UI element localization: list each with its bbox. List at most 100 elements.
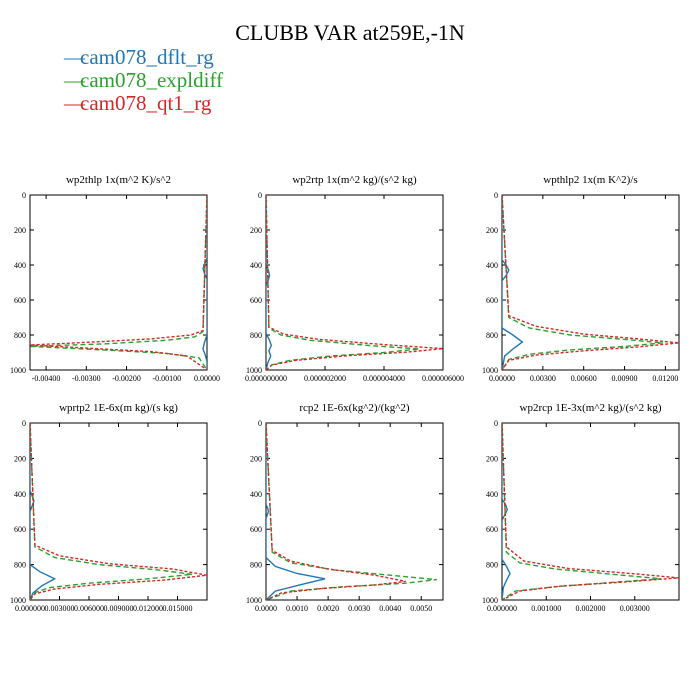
panel-title: wp2thlp 1x(m^2 K)/s^2 (66, 174, 171, 186)
panel-4: wprtp2 1E-6x(m kg)/(s kg) 0 200 400 600 800 10… (10, 402, 208, 613)
series-line-qt1 (30, 195, 207, 370)
y-tick-label: 1000 (246, 596, 262, 605)
y-tick-label: 800 (250, 331, 262, 340)
x-tick-label: 0.00000 (489, 374, 515, 383)
panel-title: rcp2 1E-6x(kg^2)/(kg^2) (299, 402, 410, 414)
panel-3: wpthlp2 1x(m K^2)/s020040060080010000.00… (482, 174, 680, 383)
y-tick-label: 1000 (10, 366, 26, 375)
y-tick-label: 400 (486, 261, 498, 270)
y-tick-label: 1000 (10, 596, 26, 605)
x-tick-label: -0.00400 (32, 374, 61, 383)
series-line-expldiff (502, 195, 663, 370)
y-tick-label: 400 (486, 490, 498, 499)
x-tick-label: 0.000004000 (363, 374, 405, 383)
panel-title: wpthlp2 1x(m K^2)/s (543, 174, 637, 186)
y-tick-label: 1000 (246, 366, 262, 375)
series-line-qt1 (266, 195, 443, 370)
legend-swatch-dflt: — (64, 45, 85, 69)
panel-1: wp2thlp 1x(m^2 K)/s^2 0 200 400 600 800 1000 -0… (10, 174, 220, 383)
x-tick-label: 0.0040 (379, 604, 401, 613)
y-tick-label: 0 (494, 191, 498, 200)
panel-title: wprtp2 1E-6x(m kg)/(s kg) (59, 402, 178, 414)
x-tick-label: 0.0050 (410, 604, 432, 613)
plot-frame (501, 422, 680, 601)
x-tick-label: -0.00200 (112, 374, 141, 383)
legend-label-qt1: cam078_qt1_rg (80, 91, 212, 115)
y-tick-label: 200 (250, 454, 262, 463)
y-tick-label: 0 (258, 419, 262, 428)
y-tick-label: 800 (14, 561, 26, 570)
x-tick-label: 0.0010 (286, 604, 308, 613)
x-tick-label: 0.009000 (104, 604, 134, 613)
x-tick-label: 0.0020 (317, 604, 339, 613)
panel-6: wp2rcp 1E-3x(m^2 kg)/(s^2 kg) 0 200 400 600 8… (482, 402, 680, 613)
plot-frame (265, 422, 444, 601)
y-tick-label: 1000 (482, 366, 498, 375)
series-line-expldiff (30, 195, 207, 370)
series-line-expldiff (502, 423, 662, 600)
x-tick-label: 0.01200 (652, 374, 678, 383)
y-tick-label: 400 (14, 490, 26, 499)
x-tick-label: -0.00100 (152, 374, 181, 383)
series-line-expldiff (30, 423, 193, 600)
series-line-qt1 (266, 423, 406, 600)
x-tick-label: 0.00600 (571, 374, 597, 383)
y-tick-label: 600 (14, 525, 26, 534)
y-tick-label: 200 (14, 454, 26, 463)
series-line-expldiff (266, 423, 437, 600)
legend-swatch-qt1: — (64, 91, 85, 115)
y-tick-label: 600 (250, 296, 262, 305)
y-tick-label: 400 (14, 261, 26, 270)
y-tick-label: 200 (14, 226, 26, 235)
panel-title: wp2rcp 1E-3x(m^2 kg)/(s^2 kg) (520, 402, 662, 414)
legend-swatch-expldiff: — (64, 68, 85, 92)
y-tick-label: 800 (486, 331, 498, 340)
series-line-dflt (266, 195, 273, 370)
x-tick-label: 0.000002000 (304, 374, 346, 383)
x-tick-label: 0.000000000 (245, 374, 287, 383)
y-tick-label: 0 (258, 191, 262, 200)
series-line-dflt (266, 423, 326, 600)
x-tick-label: 0.003000 (620, 604, 650, 613)
y-tick-label: 600 (250, 525, 262, 534)
legend-item-dflt: —cam078_dflt_rg (64, 46, 223, 69)
y-tick-label: 0 (494, 419, 498, 428)
x-tick-label: 0.0000 (255, 604, 277, 613)
series-line-qt1 (30, 423, 207, 600)
series-line-dflt (30, 423, 57, 600)
series-line-dflt (502, 195, 524, 370)
x-tick-label: 0.012000 (133, 604, 163, 613)
y-tick-label: 200 (250, 226, 262, 235)
series-line-qt1 (502, 423, 679, 600)
x-tick-label: 0.00300 (530, 374, 556, 383)
legend-item-qt1: —cam078_qt1_rg (64, 92, 223, 115)
panel-5: rcp2 1E-6x(kg^2)/(kg^2) 0 200 400 600 800 1000… (246, 402, 444, 613)
series-line-expldiff (266, 195, 420, 370)
x-tick-label: 0.00000 (194, 374, 220, 383)
x-tick-label: 0.001000 (531, 604, 561, 613)
x-tick-label: 0.000000 (487, 604, 517, 613)
x-tick-label: 0.002000 (576, 604, 606, 613)
x-tick-label: 0.000000 (15, 604, 45, 613)
y-tick-label: 800 (250, 561, 262, 570)
y-tick-label: 400 (250, 261, 262, 270)
y-tick-label: 400 (250, 490, 262, 499)
legend-item-expldiff: —cam078_expldiff (64, 69, 223, 92)
y-tick-label: 200 (486, 226, 498, 235)
x-tick-label: 0.000006000 (422, 374, 464, 383)
y-tick-label: 600 (486, 296, 498, 305)
panel-2: wp2rtp 1x(m^2 kg)/(s^2 kg) 0 200 400 600 800 1… (245, 174, 464, 383)
y-tick-label: 800 (14, 331, 26, 340)
legend: —cam078_dflt_rg —cam078_expldiff —cam078… (64, 46, 223, 115)
series-line-qt1 (502, 195, 679, 370)
x-tick-label: 0.006000 (74, 604, 104, 613)
x-tick-label: 0.0030 (348, 604, 370, 613)
plot-frame (265, 194, 444, 371)
x-tick-label: 0.00900 (612, 374, 638, 383)
y-tick-label: 1000 (482, 596, 498, 605)
figure-title: CLUBB VAR at259E,-1N (235, 20, 465, 45)
x-tick-label: 0.015000 (163, 604, 193, 613)
legend-label-dflt: cam078_dflt_rg (80, 45, 214, 69)
y-tick-label: 800 (486, 561, 498, 570)
